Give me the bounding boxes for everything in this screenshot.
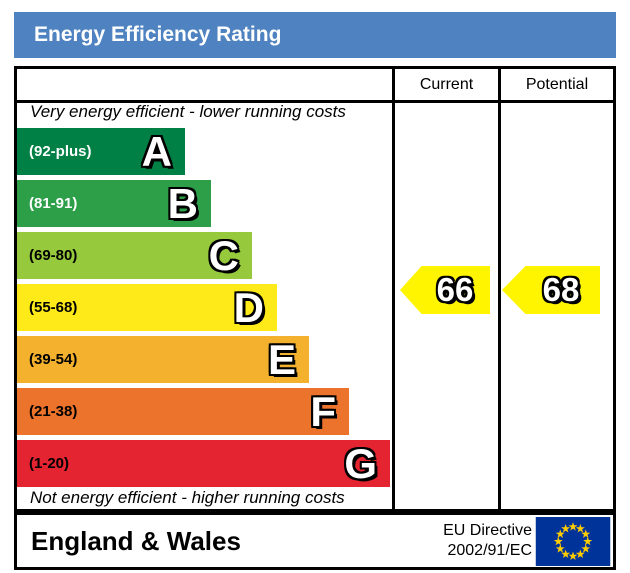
- potential-rating-value: 68: [542, 271, 580, 308]
- band-row: (69-80) C: [17, 232, 252, 279]
- eu-directive-line1: EU Directive: [443, 522, 532, 539]
- eu-directive-label: EU Directive 2002/91/EC: [347, 521, 532, 561]
- band-row: (55-68) D: [17, 284, 277, 331]
- potential-rating-arrow: 68: [502, 266, 600, 314]
- band-letter: A: [141, 128, 172, 175]
- band-row: (21-38) F: [17, 388, 349, 435]
- band-row: (1-20) G: [17, 440, 390, 487]
- rating-chart: Current Potential Very energy efficient …: [14, 66, 616, 512]
- band-row: (81-91) B: [17, 180, 211, 227]
- current-rating-arrow: 66: [400, 266, 490, 314]
- band-range: (81-91): [29, 195, 78, 212]
- band-range: (21-38): [29, 403, 78, 420]
- band-range: (1-20): [29, 455, 70, 472]
- band-range: (55-68): [29, 299, 78, 316]
- band-range: (39-54): [29, 351, 78, 368]
- panel-title: Energy Efficiency Rating: [34, 23, 282, 46]
- eu-flag-icon: [535, 517, 611, 566]
- band-letter: F: [310, 388, 336, 435]
- band-row: (39-54) E: [17, 336, 309, 383]
- band-letter: E: [267, 336, 296, 383]
- current-column-header: Current: [419, 76, 474, 93]
- band-letter: B: [167, 180, 198, 227]
- potential-column-divider: [498, 69, 501, 509]
- band-letter: C: [208, 232, 239, 279]
- eu-directive-line2: 2002/91/EC: [447, 542, 532, 559]
- top-caption: Very energy efficient - lower running co…: [30, 102, 346, 121]
- panel-footer: England & Wales EU Directive 2002/91/EC: [14, 512, 616, 570]
- band-row: (92-plus) A: [17, 128, 185, 175]
- band-range: (92-plus): [29, 143, 92, 160]
- bottom-caption: Not energy efficient - higher running co…: [30, 488, 345, 507]
- header-row-divider: [17, 100, 613, 103]
- panel-header: Energy Efficiency Rating: [14, 12, 616, 58]
- potential-column-header: Potential: [525, 76, 589, 93]
- current-rating-value: 66: [436, 271, 474, 308]
- band-letter: D: [233, 284, 264, 331]
- region-label: England & Wales: [31, 526, 241, 556]
- band-letter: G: [344, 440, 377, 487]
- band-range: (69-80): [29, 247, 78, 264]
- current-column-divider: [392, 69, 395, 509]
